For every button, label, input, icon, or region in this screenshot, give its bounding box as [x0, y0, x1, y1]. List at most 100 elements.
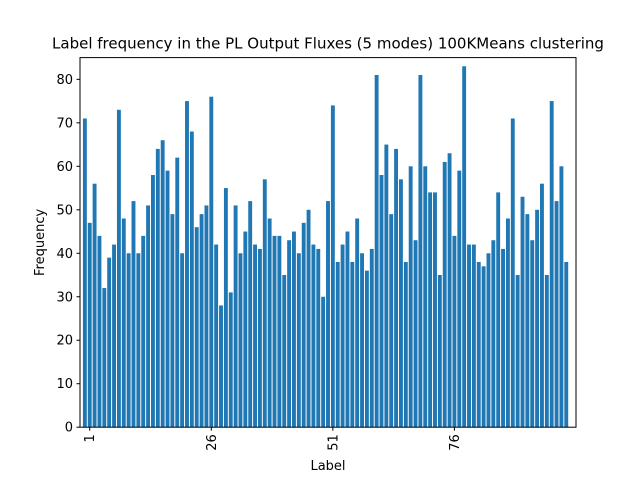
bar: [554, 201, 559, 428]
bar: [330, 105, 335, 428]
bar: [428, 192, 433, 428]
bar: [481, 266, 486, 428]
bar: [214, 244, 219, 428]
bar: [491, 240, 496, 428]
bar: [97, 235, 102, 428]
bar: [116, 109, 121, 428]
y-tick-label: 50: [56, 203, 73, 218]
bar: [369, 248, 374, 428]
y-tick-label: 80: [56, 73, 73, 88]
bar: [374, 74, 379, 428]
bar: [549, 101, 554, 428]
bar: [238, 253, 243, 428]
y-axis-label: Frequency: [33, 209, 48, 276]
y-axis: 0 10 20 30 40 50 60 70 80: [56, 73, 80, 436]
plot-frame: [79, 57, 577, 428]
bar: [306, 209, 311, 428]
bar: [180, 253, 185, 428]
bar: [515, 275, 520, 428]
bar: [525, 214, 530, 428]
bar: [165, 170, 170, 428]
bars-group: [82, 66, 569, 428]
bar: [219, 305, 223, 428]
bar: [423, 166, 428, 428]
bar: [257, 248, 262, 428]
bar: [437, 275, 442, 428]
bar: [146, 205, 151, 428]
bar: [141, 235, 146, 428]
bar: [505, 218, 510, 428]
bar: [530, 240, 535, 428]
bar: [360, 253, 364, 428]
bar: [510, 118, 515, 428]
bar: [92, 183, 97, 428]
bar: [564, 261, 569, 428]
bar: [326, 201, 330, 428]
bar: [403, 261, 408, 428]
x-tick-label: 76: [448, 434, 463, 451]
bar: [355, 218, 360, 428]
bar: [559, 166, 564, 428]
bar: [462, 66, 467, 428]
bar: [496, 192, 501, 428]
bar: [126, 253, 131, 428]
bar: [316, 248, 321, 428]
y-tick-label: 60: [56, 160, 73, 175]
x-axis-label: Label: [310, 459, 345, 474]
bar: [433, 192, 437, 428]
bar: [398, 179, 403, 428]
bar: [447, 153, 452, 428]
bar: [486, 253, 491, 428]
bar: [287, 240, 292, 428]
bar: [121, 218, 126, 428]
bar: [267, 218, 272, 428]
bar: [296, 253, 301, 428]
bar: [160, 140, 165, 428]
bar: [413, 240, 418, 428]
bar: [335, 261, 340, 428]
bar: [223, 188, 228, 428]
bar: [389, 214, 394, 428]
bar: [204, 205, 209, 428]
bar: [452, 235, 457, 428]
bar: [384, 144, 389, 428]
x-tick-label: 1: [83, 434, 98, 442]
bar: [364, 270, 369, 428]
bar: [321, 296, 326, 428]
bar: [194, 227, 199, 428]
bar: [209, 96, 214, 428]
bar: [540, 183, 544, 428]
bar: [150, 175, 155, 428]
bar: [82, 118, 87, 428]
bar: [379, 175, 384, 428]
bar: [282, 275, 287, 428]
y-tick-label: 20: [56, 334, 73, 349]
bar: [520, 196, 525, 428]
bar: [471, 244, 476, 428]
bar: [233, 205, 238, 428]
bar: [501, 248, 506, 428]
bar: [345, 231, 350, 428]
chart-title: Label frequency in the PL Output Fluxes …: [52, 35, 604, 53]
x-tick-label: 26: [205, 434, 220, 451]
bar: [199, 214, 204, 428]
bar: [457, 170, 462, 428]
bar: [272, 235, 277, 428]
bar: [476, 261, 481, 428]
bar: [189, 131, 194, 428]
bar: [87, 222, 92, 428]
y-tick-label: 30: [56, 290, 73, 305]
bar: [155, 148, 160, 428]
y-tick-label: 10: [56, 377, 73, 392]
bar: [408, 166, 413, 428]
bar: [544, 275, 549, 428]
bar: [350, 261, 355, 428]
bar: [175, 157, 180, 428]
bar: [467, 244, 471, 428]
bar: [136, 253, 141, 428]
y-tick-label: 0: [65, 421, 73, 436]
bar: [131, 201, 136, 428]
bar: [442, 161, 447, 428]
y-tick-label: 40: [56, 247, 73, 262]
